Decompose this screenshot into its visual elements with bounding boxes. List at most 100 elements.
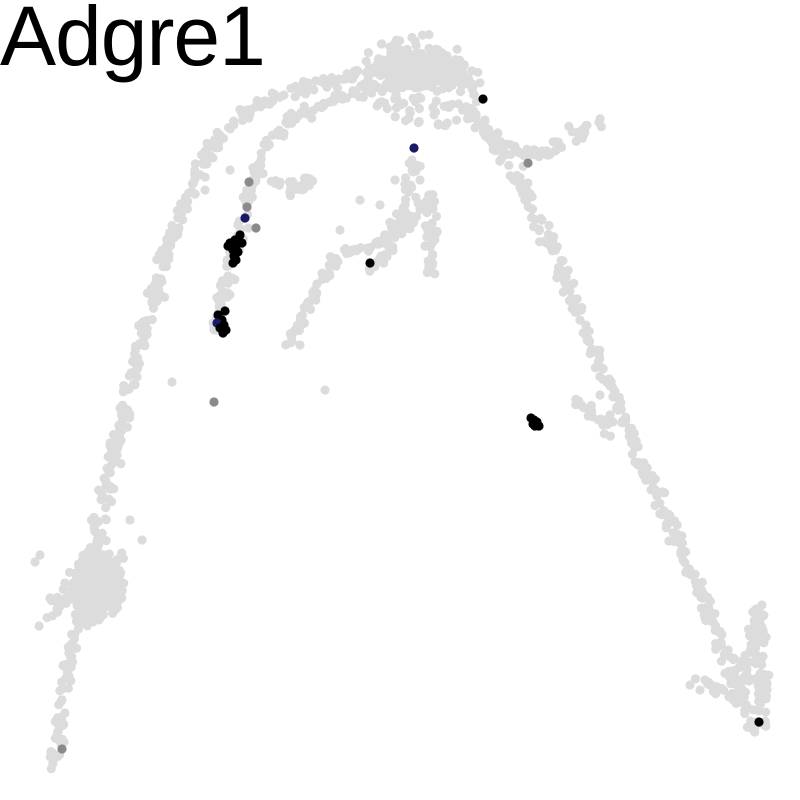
cell-point (305, 174, 315, 184)
cell-point (442, 51, 452, 61)
cell-point (363, 246, 374, 256)
cell-point (473, 67, 483, 77)
cell-point (629, 428, 639, 438)
cell-point (564, 121, 574, 131)
cell-point (301, 106, 312, 116)
cell-point (158, 248, 168, 258)
cell-point (128, 379, 139, 389)
cell-point (383, 230, 393, 240)
cell-point (475, 78, 485, 88)
cell-point (72, 574, 82, 584)
cell-point (301, 89, 311, 99)
cell-point (411, 40, 421, 51)
cell-point (114, 571, 124, 582)
cell-point (619, 417, 629, 427)
cell-point (281, 340, 291, 350)
cell-point (732, 692, 742, 702)
cell-point (190, 189, 200, 199)
cell-point (66, 662, 76, 672)
cell-point (34, 621, 44, 631)
cell-point (223, 278, 233, 288)
cell-point (574, 396, 584, 406)
cell-point (362, 81, 372, 91)
cell-point (728, 666, 739, 676)
cell-point (262, 142, 272, 152)
cell-point (256, 148, 266, 158)
cell-point (282, 112, 292, 122)
cell-point (417, 30, 428, 40)
chart-title: Adgre1 (0, 0, 266, 83)
cell-point (388, 63, 398, 73)
cell-point (583, 411, 593, 421)
cell-point (265, 99, 275, 109)
cell-point (78, 615, 88, 625)
cell-point (50, 595, 60, 605)
cell-point (677, 531, 687, 541)
cell-point (291, 81, 301, 91)
cell-point (761, 691, 772, 701)
cell-point (595, 354, 605, 364)
cell-point (690, 674, 701, 684)
cell-point (115, 403, 125, 413)
cell-point (429, 196, 440, 207)
cell-point (88, 593, 98, 603)
cell-point (106, 451, 116, 461)
cell-point (700, 675, 710, 685)
cell-point (757, 600, 767, 610)
cell-point (117, 548, 127, 558)
cell-point (166, 231, 176, 241)
cell-point (544, 238, 554, 248)
cell-point (554, 262, 564, 272)
cell-point (55, 686, 65, 696)
cell-point (224, 123, 234, 133)
cell-point (391, 35, 402, 45)
cell-point (117, 586, 127, 596)
cell-point (551, 145, 561, 155)
cell-point (320, 385, 330, 395)
cell-point (387, 77, 397, 87)
cell-point (458, 67, 468, 77)
cell-point (710, 685, 720, 695)
cell-point (658, 487, 668, 497)
cell-point (426, 50, 436, 61)
cell-point (397, 74, 407, 84)
cell-point (608, 383, 618, 393)
cell-point (523, 202, 533, 212)
cell-point (117, 593, 127, 603)
cell-point (681, 567, 691, 578)
cell-point (374, 239, 384, 249)
cell-point (125, 515, 135, 525)
cell-point (200, 172, 210, 182)
cell-point (493, 128, 503, 138)
cell-point (465, 103, 476, 113)
cell-point (716, 638, 726, 648)
cell-point (408, 164, 418, 174)
cell-point (541, 150, 552, 160)
cell-point (668, 528, 678, 538)
cell-point (716, 656, 727, 666)
cell-point (325, 262, 335, 272)
cell-point (313, 101, 323, 111)
cell-point (605, 410, 615, 420)
cell-point (111, 604, 121, 615)
cell-point (735, 657, 746, 667)
cell-point (584, 404, 594, 414)
cell-point (720, 668, 730, 679)
cell-point (595, 372, 605, 382)
cell-point (299, 303, 309, 313)
cell-point (348, 88, 358, 99)
cell-point (442, 118, 452, 128)
expressing-cell-point (220, 306, 230, 316)
cell-point (210, 134, 220, 145)
cell-point (596, 122, 607, 132)
cell-point (335, 225, 345, 235)
cell-point (630, 443, 640, 453)
cell-point (87, 515, 97, 525)
cell-point (92, 606, 102, 616)
cell-point (455, 87, 466, 97)
cell-point (90, 583, 100, 593)
cell-point (447, 99, 457, 109)
cell-point (669, 536, 679, 547)
expressing-cell-point (237, 238, 247, 248)
